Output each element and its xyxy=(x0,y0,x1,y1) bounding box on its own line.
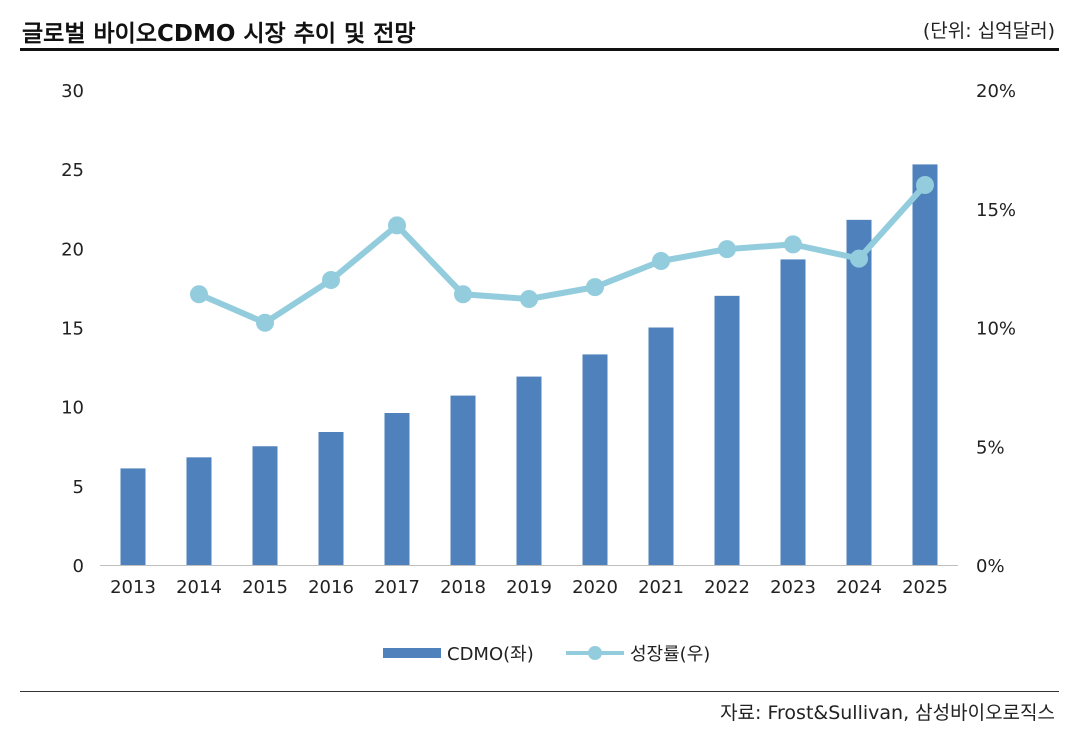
x-axis-tick-label: 2020 xyxy=(572,577,618,598)
x-axis-tick-label: 2013 xyxy=(110,577,156,598)
x-axis-tick-label: 2019 xyxy=(506,577,552,598)
x-axis-tick-label: 2022 xyxy=(704,577,750,598)
bar-2015 xyxy=(252,446,278,565)
left-axis-tick-label: 20 xyxy=(61,239,84,260)
unit-label: (단위: 십억달러) xyxy=(922,20,1055,42)
left-axis-tick-label: 30 xyxy=(61,81,84,102)
chart-title: 글로벌 바이오CDMO 시장 추이 및 전망 xyxy=(22,21,416,47)
right-axis-tick-label: 5% xyxy=(976,437,1005,458)
bar-2025 xyxy=(912,164,938,565)
x-axis-tick-label: 2016 xyxy=(308,577,354,598)
growth-point-2024 xyxy=(850,249,868,268)
growth-point-2019 xyxy=(520,290,538,308)
bar-2016 xyxy=(318,432,344,565)
left-axis-tick-label: 25 xyxy=(61,160,84,181)
source-rule xyxy=(20,691,1059,692)
right-axis-tick-label: 0% xyxy=(976,556,1005,577)
legend-label-growth: 성장률(우) xyxy=(630,644,711,665)
growth-point-2021 xyxy=(652,252,670,270)
x-axis-tick-label: 2017 xyxy=(374,577,420,598)
right-axis-tick-label: 10% xyxy=(976,319,1016,340)
left-axis-tick-label: 15 xyxy=(61,319,84,340)
right-axis-tick-label: 20% xyxy=(976,81,1016,102)
title-rule xyxy=(20,48,1059,51)
bar-2022 xyxy=(714,295,740,565)
legend: CDMO(좌) 성장률(우) xyxy=(0,640,1077,666)
bar-2024 xyxy=(846,219,872,566)
x-axis-tick-label: 2015 xyxy=(242,577,288,598)
bar-2023 xyxy=(780,259,806,565)
legend-item-growth: 성장률(우) xyxy=(566,640,710,666)
growth-point-2017 xyxy=(388,216,406,235)
bar-2019 xyxy=(516,376,542,565)
x-axis-tick-label: 2021 xyxy=(638,577,684,598)
x-axis-tick-label: 2024 xyxy=(836,577,882,598)
bar-2020 xyxy=(582,354,608,565)
legend-label-cdmo: CDMO(좌) xyxy=(447,644,534,665)
x-axis-tick-label: 2023 xyxy=(770,577,816,598)
bar-2021 xyxy=(648,327,674,565)
growth-rate-line xyxy=(196,182,928,326)
growth-point-2016 xyxy=(322,271,340,289)
left-axis-tick-label: 10 xyxy=(61,398,84,419)
growth-point-2018 xyxy=(454,285,472,304)
bar-2014 xyxy=(186,457,212,565)
legend-item-cdmo: CDMO(좌) xyxy=(383,640,534,666)
x-axis-tick-label: 2014 xyxy=(176,577,222,598)
growth-point-2020 xyxy=(586,278,604,297)
source-note: 자료: Frost&Sullivan, 삼성바이오로직스 xyxy=(720,702,1055,724)
right-axis-tick-label: 15% xyxy=(976,200,1016,221)
growth-point-2022 xyxy=(718,240,736,259)
growth-point-2014 xyxy=(190,285,208,304)
growth-point-2025 xyxy=(916,176,934,194)
left-axis-tick-label: 0 xyxy=(73,556,84,577)
left-axis-tick-label: 5 xyxy=(73,477,84,498)
legend-line-swatch xyxy=(566,646,624,660)
bar-2013 xyxy=(120,468,146,565)
bar-2017 xyxy=(384,413,410,565)
x-axis-tick-label: 2025 xyxy=(902,577,948,598)
growth-point-2015 xyxy=(256,313,274,332)
legend-bar-swatch xyxy=(383,648,441,658)
x-axis-tick-label: 2018 xyxy=(440,577,486,598)
growth-point-2023 xyxy=(784,235,802,254)
bar-2018 xyxy=(450,395,476,565)
